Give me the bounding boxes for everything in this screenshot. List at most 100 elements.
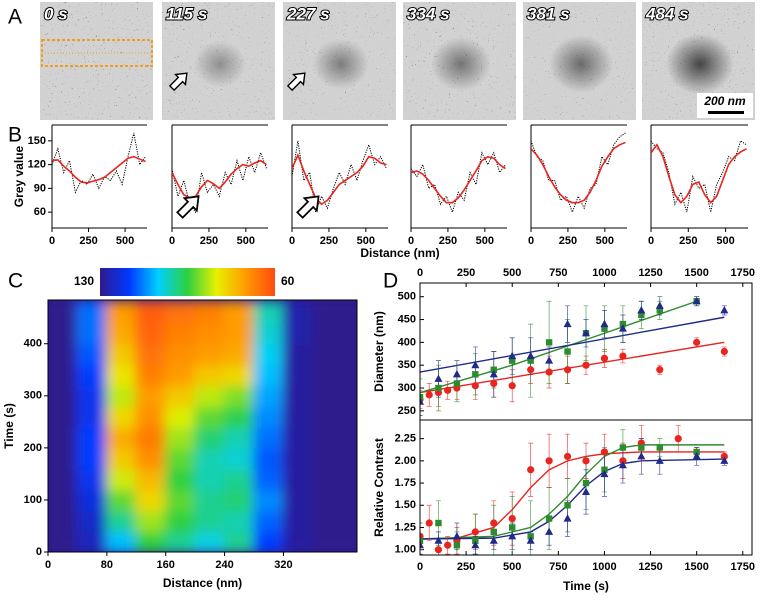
time-label: 115 s	[166, 4, 207, 23]
heatmap-cell	[135, 363, 167, 387]
point	[564, 348, 571, 355]
point	[720, 306, 729, 314]
point	[600, 354, 609, 362]
point	[545, 457, 553, 465]
y-tick-label: 150	[28, 135, 46, 147]
raw-profile	[172, 151, 267, 214]
point	[655, 301, 664, 309]
heatmap-cell	[253, 301, 285, 324]
arrow	[176, 195, 200, 219]
heatmap-cell	[282, 321, 314, 345]
arrow-shape	[286, 72, 306, 92]
heatmap-cell	[311, 342, 344, 366]
point	[692, 296, 701, 305]
heatmap-cell	[76, 488, 108, 512]
heatmap-cell	[194, 426, 226, 449]
heatmap-cell	[223, 426, 255, 449]
x-tick-label: 1500	[684, 267, 708, 279]
heatmap-cell	[48, 301, 79, 324]
heatmap-cell	[76, 301, 108, 324]
heatmap-cell	[105, 446, 138, 470]
heatmap-cell	[253, 530, 285, 552]
heatmap-cell	[135, 426, 167, 449]
heatmap-cell	[311, 301, 344, 324]
particle	[431, 37, 491, 91]
point	[545, 368, 553, 376]
heatmap-cell	[223, 301, 255, 324]
heatmap-cell	[282, 426, 314, 449]
heatmap-cell	[223, 363, 255, 387]
heatmap-cell	[282, 530, 314, 552]
heatmap-cell	[48, 363, 79, 387]
x-tick-label: 1250	[638, 267, 662, 279]
heatmap-cell	[48, 342, 79, 366]
heatmap-cell	[282, 405, 314, 429]
x-axis-label: Distance (nm)	[163, 576, 242, 590]
heatmap-cell	[194, 384, 226, 408]
point	[425, 519, 433, 527]
heatmap-cell	[105, 363, 138, 387]
x-tick-label: 250	[679, 235, 697, 247]
x-tick-label: 750	[549, 267, 567, 279]
smoothed-profile	[52, 155, 146, 184]
heatmap-cell	[164, 530, 197, 552]
particle	[666, 33, 734, 95]
arrow	[296, 195, 320, 219]
y-tick-label: 60	[34, 206, 46, 218]
heatmap-cell	[341, 301, 357, 324]
y-tick-label: 400	[24, 338, 42, 350]
heatmap-cell	[76, 446, 108, 470]
point	[545, 527, 554, 535]
x-axis-label: Distance (nm)	[360, 246, 439, 260]
y-axis-label: Relative Contrast	[372, 438, 386, 537]
heatmap-cell	[311, 363, 344, 387]
heatmap-cell	[164, 342, 197, 366]
point	[637, 452, 646, 460]
heatmap-cell	[135, 301, 167, 324]
x-tick-label: 0	[289, 235, 295, 247]
particle	[194, 40, 246, 88]
heatmap-cell	[48, 509, 79, 533]
point	[601, 466, 608, 473]
point	[508, 531, 517, 540]
x-axis-label: Time (s)	[563, 579, 609, 593]
heatmap-cell	[76, 530, 108, 552]
raw-profile	[411, 151, 506, 214]
heatmap-cell	[194, 321, 226, 345]
heatmap-cell	[105, 321, 138, 345]
arrow-shape	[168, 72, 188, 92]
y-tick-label: 100	[24, 494, 42, 506]
x-tick-label: 250	[457, 561, 475, 573]
heatmap-cell	[311, 405, 344, 429]
raw-profile	[292, 140, 387, 213]
heatmap-cell	[194, 342, 226, 366]
point	[489, 536, 498, 544]
point	[489, 369, 498, 378]
point	[453, 380, 461, 387]
point	[472, 537, 479, 544]
point	[600, 319, 609, 328]
plot-area	[292, 140, 387, 213]
heatmap-cell	[194, 446, 226, 470]
point	[600, 469, 609, 478]
heatmap-cell	[341, 405, 357, 429]
heatmap-cell	[135, 467, 167, 491]
point	[545, 339, 553, 346]
plot-area	[420, 424, 729, 555]
point	[655, 456, 664, 464]
y-tick-label: 120	[28, 159, 46, 171]
x-tick-label: 1000	[592, 561, 616, 573]
point	[527, 357, 534, 364]
heatmap-cell	[105, 342, 138, 366]
point	[545, 515, 553, 522]
heatmap-cell	[48, 321, 79, 345]
x-tick-label: 250	[559, 235, 577, 247]
heatmap-cell	[105, 530, 138, 552]
point	[435, 384, 442, 392]
y-axis-label: Grey value	[12, 145, 26, 207]
point	[600, 448, 609, 456]
point	[618, 324, 627, 332]
point	[619, 320, 627, 328]
x-tick-label: 500	[116, 235, 134, 247]
arrow-shape	[176, 195, 200, 219]
